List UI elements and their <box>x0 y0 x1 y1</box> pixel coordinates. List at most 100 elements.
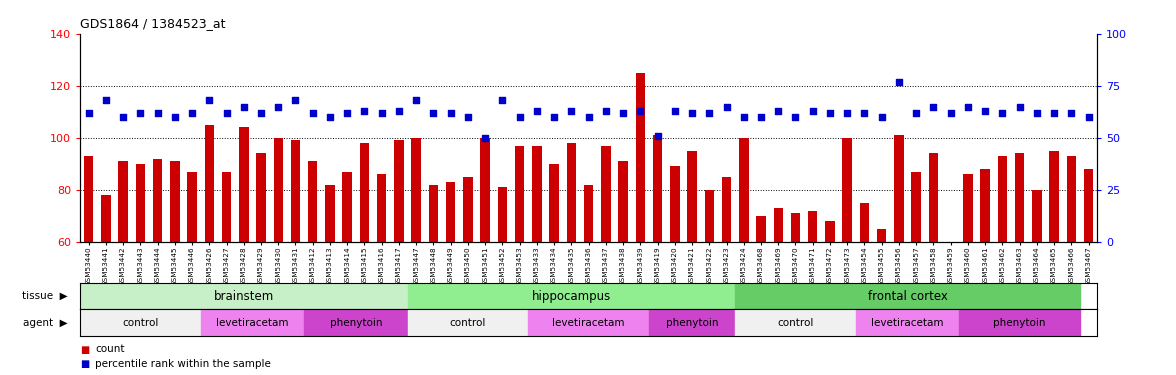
Point <box>114 114 133 120</box>
Point <box>717 104 736 110</box>
Point <box>682 110 701 116</box>
Bar <box>1084 169 1094 242</box>
Point <box>252 110 270 116</box>
Bar <box>687 151 696 242</box>
Bar <box>929 153 938 242</box>
Bar <box>735 309 856 336</box>
Point <box>837 110 856 116</box>
Point <box>993 110 1011 116</box>
Bar <box>80 283 408 309</box>
Text: levetiracetam: levetiracetam <box>871 318 944 327</box>
Bar <box>290 140 300 242</box>
Bar <box>412 138 421 242</box>
Text: control: control <box>777 318 814 327</box>
Bar <box>722 177 731 242</box>
Point <box>286 98 305 104</box>
Text: control: control <box>122 318 159 327</box>
Point <box>751 114 770 120</box>
Bar <box>739 138 748 242</box>
Point <box>924 104 943 110</box>
Bar <box>1067 156 1076 242</box>
Point <box>1044 110 1063 116</box>
Point <box>1080 114 1098 120</box>
Point <box>958 104 977 110</box>
Bar <box>135 164 145 242</box>
Bar <box>80 309 201 336</box>
Point <box>666 108 684 114</box>
Point <box>562 108 581 114</box>
Text: phenytoin: phenytoin <box>329 318 382 327</box>
Point <box>441 110 460 116</box>
Text: control: control <box>449 318 486 327</box>
Point <box>769 108 788 114</box>
Bar <box>201 309 305 336</box>
Point <box>580 114 599 120</box>
Bar <box>911 172 921 242</box>
Bar <box>408 283 735 309</box>
Bar <box>997 156 1007 242</box>
Text: count: count <box>95 345 125 354</box>
Point <box>407 98 426 104</box>
Point <box>614 110 633 116</box>
Bar <box>894 135 903 242</box>
Text: ■: ■ <box>80 345 89 354</box>
Point <box>234 104 253 110</box>
Point <box>321 114 340 120</box>
Bar <box>305 309 408 336</box>
Bar <box>735 283 1080 309</box>
Bar <box>790 213 800 242</box>
Point <box>855 110 874 116</box>
Bar <box>856 309 960 336</box>
Point <box>873 114 891 120</box>
Text: GDS1864 / 1384523_at: GDS1864 / 1384523_at <box>80 17 226 30</box>
Bar <box>1049 151 1058 242</box>
Point <box>131 110 149 116</box>
Bar <box>670 166 680 242</box>
Text: phenytoin: phenytoin <box>994 318 1045 327</box>
Point <box>79 110 98 116</box>
Point <box>544 114 563 120</box>
Bar <box>446 182 455 242</box>
Point <box>941 110 960 116</box>
Point <box>630 108 649 114</box>
Point <box>218 110 236 116</box>
Text: levetiracetam: levetiracetam <box>216 318 288 327</box>
Bar <box>515 146 524 242</box>
Bar <box>704 190 714 242</box>
Text: ■: ■ <box>80 359 89 369</box>
Point <box>96 98 115 104</box>
Point <box>510 114 529 120</box>
Text: frontal cortex: frontal cortex <box>868 290 948 303</box>
Point <box>476 135 495 141</box>
Bar <box>860 203 869 242</box>
Bar <box>877 229 887 242</box>
Point <box>1062 110 1081 116</box>
Bar <box>408 309 528 336</box>
Point <box>389 108 408 114</box>
Text: phenytoin: phenytoin <box>666 318 719 327</box>
Bar <box>756 216 766 242</box>
Text: hippocampus: hippocampus <box>532 290 612 303</box>
Bar <box>377 174 387 242</box>
Bar <box>567 143 576 242</box>
Point <box>889 79 908 85</box>
Bar <box>549 164 559 242</box>
Bar <box>394 140 403 242</box>
Bar <box>532 146 542 242</box>
Bar <box>497 187 507 242</box>
Point <box>338 110 356 116</box>
Bar <box>326 184 335 242</box>
Point <box>373 110 392 116</box>
Point <box>821 110 840 116</box>
Bar <box>1015 153 1024 242</box>
Bar <box>649 309 735 336</box>
Bar <box>1033 190 1042 242</box>
Bar <box>429 184 439 242</box>
Bar <box>826 221 835 242</box>
Point <box>269 104 288 110</box>
Bar <box>946 242 955 255</box>
Bar <box>963 174 973 242</box>
Text: brainstem: brainstem <box>214 290 274 303</box>
Bar <box>342 172 352 242</box>
Bar <box>463 177 473 242</box>
